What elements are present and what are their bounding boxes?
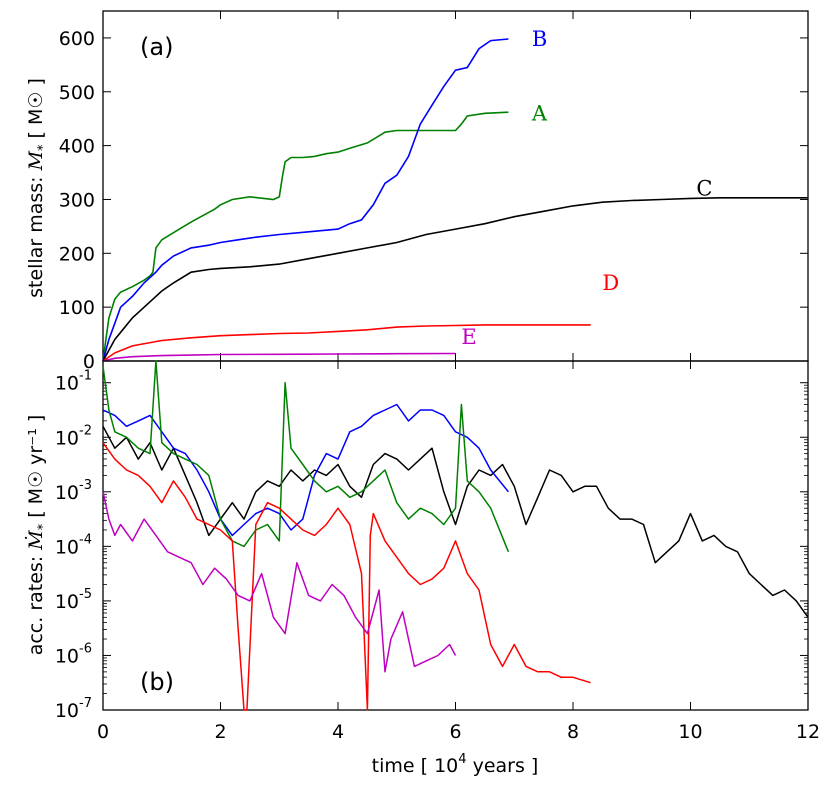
panel-a-series-label-C: C [696, 177, 712, 201]
panel-b-series-E [102, 491, 457, 673]
panel-b-ylabel-main: acc. rates: [25, 550, 47, 656]
panel-b-series-D [102, 442, 591, 711]
panel-b-ylabel: acc. rates: Ṁ* [ M☉ yr⁻¹ ] [24, 415, 51, 656]
panel-b-xtick-label: 0 [97, 721, 109, 743]
panel-a-ylabel-main: stellar mass: [25, 170, 47, 297]
panel-b-ytick-exponent: -1 [79, 369, 92, 384]
panel-a-ytick-label: 100 [59, 297, 95, 319]
panel-a-ylabel-unit: [ M☉ ] [25, 78, 47, 138]
panel-b-ytick-exponent: -5 [79, 587, 92, 602]
panel-a-series-A [102, 111, 509, 362]
panel-b-xtick-label: 10 [678, 721, 702, 743]
panel-a-ytick-label: 0 [83, 351, 95, 373]
panel-a-ytick-label: 400 [59, 136, 95, 158]
panel-b-ylabel-symbol: Ṁ [24, 530, 47, 551]
panel-b-ylabel-unit: [ M☉ yr⁻¹ ] [25, 415, 47, 518]
panel-b-series-A [102, 360, 510, 553]
panel-a-label: (a) [140, 33, 173, 61]
panel-b-ytick-label: 10 [55, 700, 79, 722]
panel-b-ytick-exponent: -2 [79, 423, 92, 438]
panel-a-ytick-label: 500 [59, 82, 95, 104]
panel-a-ytick-label: 300 [59, 189, 95, 211]
panel-a-stellar-mass: 0 100 200 300 400 500 600 A B C D E (a) stellar ma… [25, 10, 809, 373]
panel-b-ytick-label: 10 [55, 591, 79, 613]
panel-a-series-label-B: B [532, 27, 547, 51]
panel-b-xtick-label: 8 [567, 721, 579, 743]
panel-a-series-label-A: A [531, 101, 548, 125]
x-axis-label-main: time [ 10 [372, 755, 459, 777]
panel-b-ticks: 10 -710 -610 -510 -410 -310 -210 -10 2 4 6 8 10 12 [55, 361, 820, 743]
panel-b-accretion-rates: 10 -710 -610 -510 -410 -310 -210 -10 2 4 6 8 10 12 (b… [24, 360, 820, 777]
panel-b-ytick-label: 10 [55, 427, 79, 449]
panel-b-ytick-exponent: -6 [79, 641, 92, 656]
panel-a-ylabel: stellar mass: M* [ M☉ ] [25, 78, 51, 298]
panel-b-series [102, 360, 809, 711]
panel-a-series-C [102, 197, 808, 362]
panel-b-xtick-label: 6 [449, 721, 461, 743]
panel-a-series-label-E: E [461, 325, 476, 349]
panel-b-xtick-label: 2 [214, 721, 226, 743]
panel-a-ytick-label: 200 [59, 243, 95, 265]
panel-a-ylabel-sub: * [36, 144, 51, 151]
panel-a-ticks: 0 100 200 300 400 500 600 [59, 11, 809, 373]
panel-a-series-labels: A B C D E [461, 27, 712, 349]
panel-a-series-label-D: D [602, 271, 619, 295]
panel-b-ytick-exponent: -4 [79, 532, 92, 547]
x-axis-label-tail: years ] [467, 755, 539, 777]
x-axis-label: time [ 104 years ] [372, 752, 539, 777]
panel-b-xtick-label: 12 [796, 721, 820, 743]
panel-b-ytick-label: 10 [55, 482, 79, 504]
panel-a-ytick-label: 600 [59, 28, 95, 50]
panel-b-xtick-label: 4 [332, 721, 344, 743]
panel-b-ylabel-sub: * [36, 523, 51, 530]
panel-b-ytick-label: 10 [55, 645, 79, 667]
panel-b-series-B [102, 403, 509, 537]
panel-b-ytick-exponent: -3 [79, 478, 92, 493]
x-axis-label-sup: 4 [458, 752, 466, 767]
panel-a-series-D [102, 324, 591, 362]
panel-b-ytick-label: 10 [55, 373, 79, 395]
panel-b-ytick-label: 10 [55, 536, 79, 558]
panel-a-series [102, 38, 808, 362]
panel-a-series-E [102, 352, 456, 362]
panel-b-ytick-exponent: -7 [79, 696, 92, 711]
panel-b-label: (b) [140, 668, 174, 696]
panel-a-series-B [102, 38, 509, 362]
panel-a-ylabel-symbol: M [25, 150, 47, 171]
